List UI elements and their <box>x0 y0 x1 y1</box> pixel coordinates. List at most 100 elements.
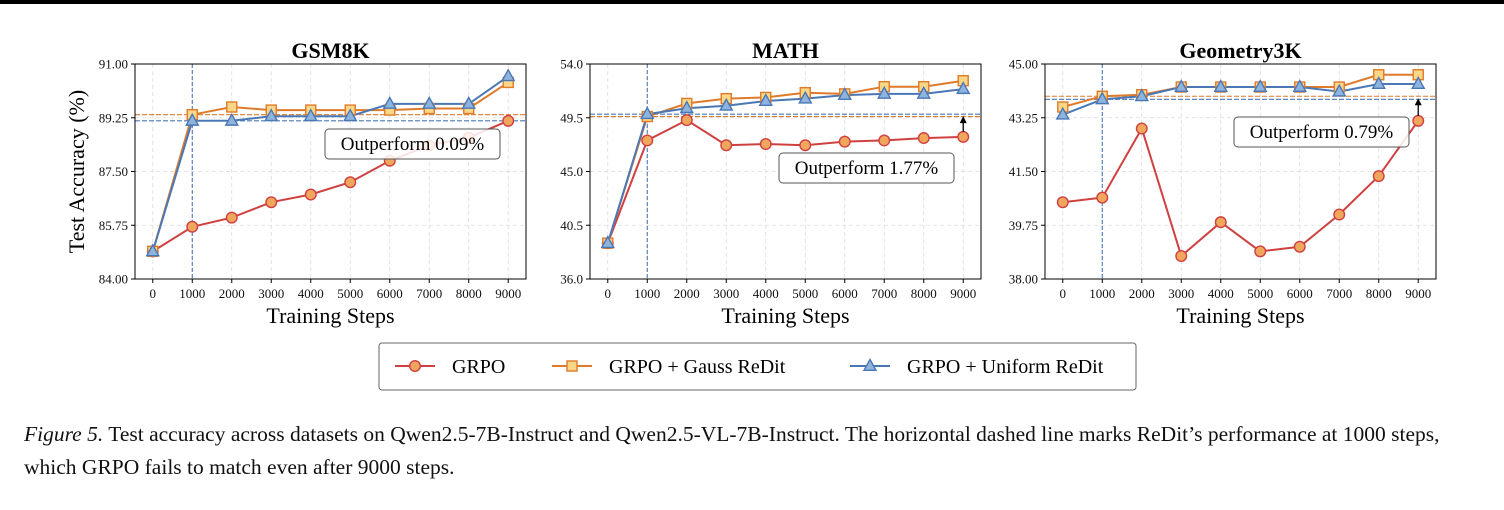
data-point-grpo <box>1412 114 1425 127</box>
data-point-grpo <box>641 134 654 147</box>
data-point-grpo-uniform-redit <box>185 112 200 126</box>
data-point-grpo <box>1214 216 1227 229</box>
data-point-grpo <box>1175 249 1188 262</box>
x-axis-label: Training Steps <box>266 303 394 328</box>
data-point-grpo <box>917 132 930 145</box>
data-point-grpo-uniform-redit <box>1253 79 1268 93</box>
x-tick-label: 5000 <box>792 286 818 301</box>
chart-panel-gsm8k: 84.00 85.75 87.50 89.25 91.00 0 1000 2000 3000 40… <box>64 38 527 328</box>
annotation-box <box>324 128 501 160</box>
data-point-grpo-uniform-redit <box>758 93 773 107</box>
data-point-grpo <box>878 134 891 147</box>
legend-label-grpo-gauss-redit: GRPO + Gauss ReDit <box>609 356 786 378</box>
annotation-box <box>1233 116 1410 148</box>
x-tick-label: 8000 <box>911 286 937 301</box>
series-line-grpo-gauss-redit <box>606 79 964 244</box>
x-tick-label: 7000 <box>871 286 897 301</box>
data-point-grpo-uniform-redit <box>956 81 971 95</box>
data-point-grpo-uniform-redit <box>1371 76 1386 89</box>
data-point-grpo-uniform-redit <box>1332 83 1347 97</box>
chart-title: Geometry3K <box>1179 38 1301 63</box>
series-line-grpo-gauss-redit <box>151 81 509 252</box>
data-point-grpo-uniform-redit <box>461 95 476 109</box>
x-tick-label: 4000 <box>1208 286 1234 301</box>
series-line-grpo <box>1062 120 1420 258</box>
x-tick-label: 7000 <box>1326 286 1352 301</box>
data-point-grpo-uniform-redit <box>343 108 358 122</box>
figure-charts: 84.00 85.75 87.50 89.25 91.00 0 1000 2000 3000 40… <box>64 38 1437 391</box>
series-line-grpo-uniform-redit <box>151 75 509 252</box>
caption-text: Test accuracy across datasets on Qwen2.5… <box>24 422 1440 479</box>
legend-label-grpo: GRPO <box>452 356 505 378</box>
data-point-grpo-uniform-redit <box>422 95 437 109</box>
series-line-grpo <box>606 118 964 244</box>
series-line-grpo-uniform-redit <box>606 88 964 244</box>
y-tick-label: 89.25 <box>99 110 128 125</box>
data-point-grpo-uniform-redit <box>224 112 239 126</box>
data-point-grpo-uniform-redit <box>640 106 655 120</box>
data-point-grpo-uniform-redit <box>382 95 397 109</box>
data-point-grpo-uniform-redit <box>501 68 516 82</box>
data-point-grpo <box>838 135 851 148</box>
x-tick-label: 6000 <box>377 286 403 301</box>
x-tick-label: 2000 <box>674 286 700 301</box>
legend-marker-grpo-gauss-redit <box>566 360 578 372</box>
y-tick-label: 36.0 <box>560 272 583 287</box>
annotation-box <box>778 152 955 184</box>
y-tick-label: 45.00 <box>1009 57 1038 72</box>
figure-caption: Figure 5. Test accuracy across datasets … <box>24 418 1494 484</box>
outperform-arrow-head <box>959 116 967 124</box>
data-point-grpo <box>1372 170 1385 183</box>
legend: GRPO GRPO + Gauss ReDit GRPO + Uniform ReD… <box>378 342 1137 391</box>
x-tick-label: 3000 <box>713 286 739 301</box>
data-point-grpo-uniform-redit <box>1055 106 1070 120</box>
data-point-grpo-uniform-redit <box>303 108 318 122</box>
data-point-grpo-uniform-redit <box>1213 79 1228 93</box>
data-point-grpo <box>680 114 693 127</box>
top-rule <box>0 0 1504 4</box>
data-point-grpo-uniform-redit <box>798 90 813 104</box>
data-point-grpo <box>1096 191 1109 204</box>
annotation-text: Outperform 0.79% <box>1250 122 1394 143</box>
series-line-grpo-gauss-redit <box>1062 73 1419 108</box>
data-point-grpo-uniform-redit <box>264 108 279 122</box>
y-tick-label: 91.00 <box>99 57 128 72</box>
x-tick-label: 2000 <box>219 286 245 301</box>
x-tick-label: 3000 <box>258 286 284 301</box>
data-point-grpo <box>344 176 357 189</box>
caption-label: Figure 5. <box>24 422 104 446</box>
x-axis-label: Training Steps <box>1176 303 1304 328</box>
data-point-grpo <box>186 220 199 233</box>
y-tick-label: 40.5 <box>560 218 583 233</box>
legend-marker-grpo-uniform-redit <box>862 358 878 371</box>
x-tick-label: 4000 <box>753 286 779 301</box>
legend-marker-grpo <box>409 360 422 373</box>
data-point-grpo-uniform-redit <box>1411 76 1426 89</box>
x-tick-label: 7000 <box>416 286 442 301</box>
x-tick-label: 6000 <box>832 286 858 301</box>
x-tick-label: 1000 <box>1089 286 1115 301</box>
x-tick-label: 8000 <box>1366 286 1392 301</box>
data-point-grpo-uniform-redit <box>1174 79 1189 93</box>
data-point-grpo-uniform-redit <box>679 100 694 114</box>
data-point-grpo-gauss-redit <box>226 101 238 113</box>
data-point-grpo-uniform-redit <box>1292 79 1307 93</box>
data-point-grpo <box>1056 196 1069 209</box>
x-tick-label: 6000 <box>1287 286 1313 301</box>
series-line-grpo-uniform-redit <box>1062 83 1419 116</box>
data-point-grpo-uniform-redit <box>916 85 931 99</box>
x-tick-label: 9000 <box>1405 286 1431 301</box>
x-tick-label: 2000 <box>1129 286 1155 301</box>
x-axis-label: Training Steps <box>721 303 849 328</box>
data-point-grpo-uniform-redit <box>837 87 852 101</box>
x-tick-label: 0 <box>1060 286 1067 301</box>
y-tick-label: 39.75 <box>1009 218 1038 233</box>
data-point-grpo <box>1293 240 1306 253</box>
y-tick-label: 84.00 <box>99 272 128 287</box>
x-tick-label: 8000 <box>456 286 482 301</box>
y-tick-label: 45.0 <box>560 164 583 179</box>
x-tick-label: 5000 <box>1247 286 1273 301</box>
chart-title: MATH <box>752 38 819 63</box>
x-tick-label: 9000 <box>950 286 976 301</box>
chart-panel-geometry3k: 38.00 39.75 41.50 43.25 45.00 0 1000 2000 3000 40… <box>1009 38 1437 328</box>
